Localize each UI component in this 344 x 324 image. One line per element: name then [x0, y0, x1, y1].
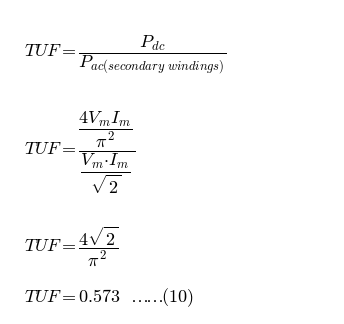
- Text: $TUF = 0.573\ \ \ldots\!\ldots\!(10)$: $TUF = 0.573\ \ \ldots\!\ldots\!(10)$: [24, 287, 194, 309]
- Text: $TUF = \dfrac{4\sqrt{2}}{\pi^2}$: $TUF = \dfrac{4\sqrt{2}}{\pi^2}$: [24, 225, 119, 268]
- Text: $TUF = \dfrac{\dfrac{4V_mI_m}{\pi^2}}{\dfrac{V_m{\cdot}I_m}{\sqrt{2}}}$: $TUF = \dfrac{\dfrac{4V_mI_m}{\pi^2}}{\d…: [24, 109, 135, 196]
- Text: $TUF = \dfrac{P_{dc}}{P_{ac(secondary\ windings)}}$: $TUF = \dfrac{P_{dc}}{P_{ac(secondary\ w…: [24, 34, 227, 76]
